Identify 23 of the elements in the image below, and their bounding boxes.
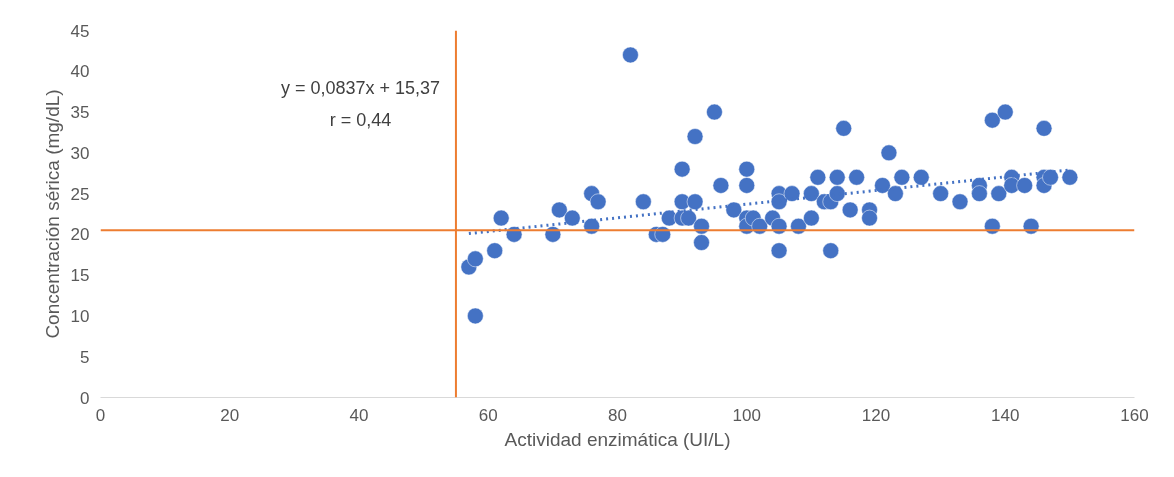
y-tick-label: 10 (70, 306, 90, 326)
x-tick-label: 160 (1120, 405, 1149, 425)
x-tick-label: 120 (861, 405, 891, 425)
annotation: r = 0,44 (329, 109, 392, 130)
y-tick-label: 30 (70, 143, 90, 163)
y-tick-label: 15 (70, 266, 90, 286)
x-tick-label: 140 (991, 405, 1020, 425)
y-tick-label: 20 (70, 225, 90, 245)
y-tick-label: 25 (70, 184, 90, 204)
y-tick-label: 0 (80, 388, 90, 408)
y-axis-title: Concentración sérica (mg/dL) (41, 89, 63, 339)
x-tick-label: 100 (732, 405, 761, 425)
annotation: y = 0,0837x + 15,37 (280, 77, 441, 98)
y-tick-label: 45 (70, 21, 90, 41)
x-tick-label: 80 (608, 405, 627, 425)
y-tick-label: 40 (70, 62, 90, 82)
x-tick-label: 0 (95, 405, 106, 425)
x-tick-label: 60 (478, 405, 498, 425)
x-axis-title: Actividad enzimática (UI/L) (504, 428, 731, 450)
y-tick-label: 5 (80, 347, 90, 367)
x-tick-label: 20 (220, 405, 240, 425)
y-tick-label: 35 (70, 103, 90, 123)
x-tick-label: 40 (349, 405, 369, 425)
